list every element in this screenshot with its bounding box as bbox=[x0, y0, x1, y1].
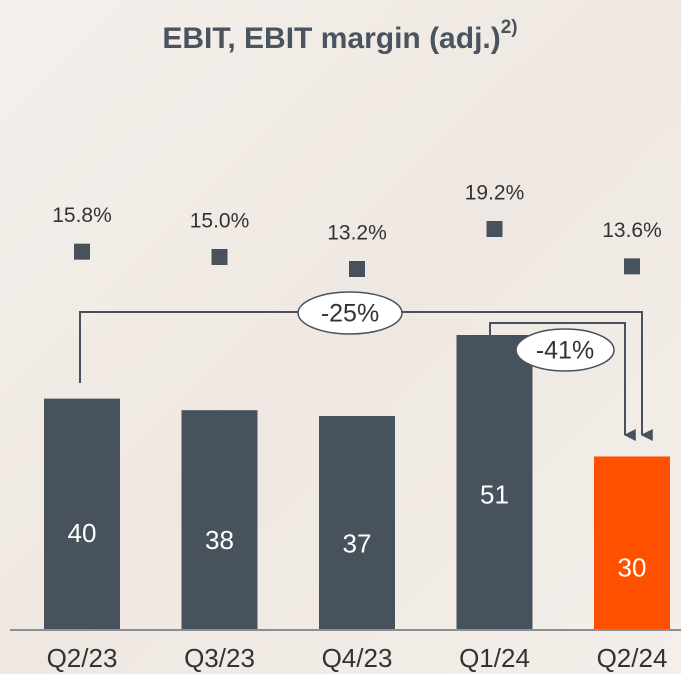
value-label: 38 bbox=[205, 525, 234, 555]
plot: 40 15.8% Q2/23 38 15.0% Q3/23 37 13.2% Q4/23 51 19… bbox=[44, 182, 670, 673]
margin-label: 15.0% bbox=[190, 210, 250, 233]
margin-marker bbox=[486, 221, 503, 237]
x-tick-label: Q2/24 bbox=[597, 643, 668, 673]
title-note: 2) bbox=[501, 17, 518, 38]
value-label: 37 bbox=[343, 528, 372, 558]
bracket bbox=[489, 322, 636, 441]
margin-marker bbox=[349, 261, 365, 277]
annotation-bubble bbox=[515, 328, 615, 372]
margin-marker bbox=[74, 243, 90, 260]
x-tick-label: Q3/23 bbox=[184, 643, 255, 673]
bar bbox=[456, 335, 533, 630]
bar bbox=[319, 415, 395, 630]
annotation: -41% bbox=[536, 337, 594, 365]
title-text: EBIT, EBIT margin (adj.) bbox=[162, 22, 500, 55]
margin-label: 15.8% bbox=[52, 204, 112, 227]
x-tick-label: Q1/24 bbox=[459, 643, 530, 673]
margin-marker bbox=[624, 258, 640, 275]
margin-label: 19.2% bbox=[465, 182, 525, 205]
x-tick-label: Q4/23 bbox=[322, 643, 393, 673]
value-label: 40 bbox=[68, 518, 97, 548]
annotation: -25% bbox=[321, 300, 379, 328]
bar bbox=[181, 410, 258, 630]
annotation-bubble bbox=[297, 291, 403, 335]
bar bbox=[44, 398, 120, 630]
bar bbox=[594, 456, 670, 630]
value-label: 30 bbox=[618, 553, 647, 583]
value-label: 51 bbox=[480, 479, 509, 509]
x-tick-label: Q2/23 bbox=[47, 643, 118, 673]
margin-label: 13.6% bbox=[602, 219, 662, 242]
margin-marker bbox=[211, 249, 228, 265]
margin-label: 13.2% bbox=[327, 222, 387, 245]
chart-title: EBIT, EBIT margin (adj.)2) bbox=[162, 17, 517, 55]
